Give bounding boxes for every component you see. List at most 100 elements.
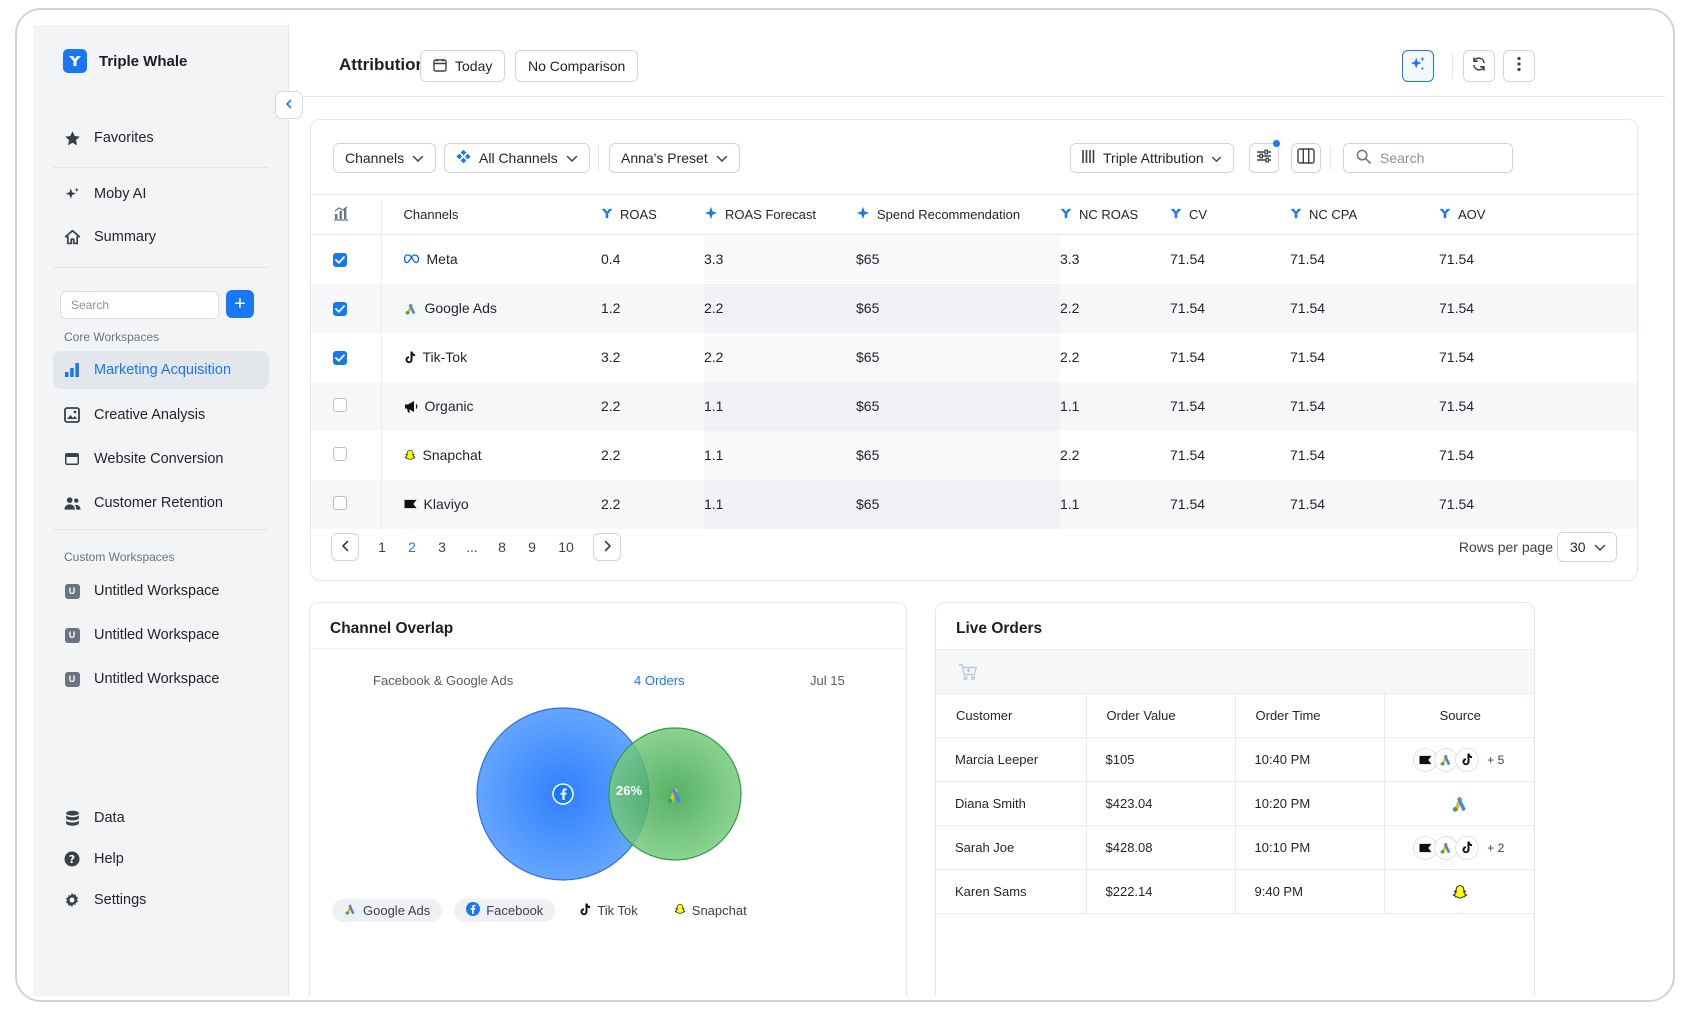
- column-header-roas[interactable]: ROAS: [601, 194, 704, 235]
- table-row[interactable]: Google Ads 1.2 2.2 $65 2.2 71.54 71.54 71.54: [311, 283, 1637, 333]
- row-checkbox[interactable]: [333, 302, 347, 316]
- table-row[interactable]: Organic 2.2 1.1 $65 1.1 71.54 71.54 71.54: [311, 381, 1637, 431]
- sidebar-search-input[interactable]: Search: [60, 291, 219, 319]
- column-header-roas-forecast[interactable]: ROAS Forecast: [704, 194, 856, 235]
- channel-cell[interactable]: Klaviyo: [381, 479, 601, 529]
- legend-item-snapchat[interactable]: Snapchat: [662, 899, 759, 922]
- add-workspace-button[interactable]: +: [226, 290, 254, 318]
- refresh-icon: [1471, 56, 1487, 77]
- channel-cell[interactable]: Tik-Tok: [381, 333, 601, 382]
- table-row[interactable]: Meta 0.4 3.3 $65 3.3 71.54 71.54 71.54: [311, 234, 1637, 284]
- column-header-customer[interactable]: Customer: [936, 693, 1087, 738]
- channel-name: Klaviyo: [423, 496, 469, 512]
- order-row[interactable]: Diana Smith $423.04 10:20 PM: [936, 781, 1534, 826]
- cart-icon[interactable]: [958, 663, 978, 686]
- customer-link[interactable]: Diana Smith: [936, 781, 1087, 826]
- table-row[interactable]: Klaviyo 2.2 1.1 $65 1.1 71.54 71.54 71.54: [311, 479, 1637, 529]
- column-header-spend-recommendation[interactable]: Spend Recommendation: [856, 194, 1060, 235]
- row-checkbox[interactable]: [333, 351, 347, 365]
- column-header-order-value[interactable]: Order Value: [1086, 693, 1236, 738]
- channels-dropdown[interactable]: Channels: [333, 143, 437, 173]
- preset-dropdown[interactable]: Anna's Preset: [609, 143, 740, 173]
- legend-item-google-ads[interactable]: Google Ads: [332, 899, 443, 922]
- dropdown-label: Anna's Preset: [621, 150, 708, 166]
- rows-per-page-select[interactable]: 30: [1557, 532, 1617, 562]
- sidebar-item-summary[interactable]: Summary: [53, 218, 269, 256]
- sidebar-item-customer-retention[interactable]: Customer Retention: [53, 484, 269, 522]
- attribution-table: Channels ROAS ROAS Forecast Spend Recomm…: [311, 194, 1637, 529]
- legend-item-facebook[interactable]: Facebook: [454, 899, 556, 922]
- table-row[interactable]: Snapchat 2.2 1.1 $65 2.2 71.54 71.54 71.54: [311, 430, 1637, 480]
- order-row[interactable]: Sarah Joe $428.08 10:10 PM + 2: [936, 825, 1534, 870]
- collapse-sidebar-button[interactable]: [275, 91, 303, 119]
- sidebar-item-marketing-acquisition[interactable]: Marketing Acquisition: [53, 351, 269, 389]
- date-picker-button[interactable]: Today: [420, 50, 506, 82]
- sidebar-item-untitled-workspace[interactable]: U Untitled Workspace: [53, 572, 269, 610]
- page-number[interactable]: 9: [528, 539, 536, 555]
- sidebar-item-creative-analysis[interactable]: Creative Analysis: [53, 396, 269, 434]
- overlap-orders-link[interactable]: 4 Orders: [634, 673, 685, 688]
- check-icon: [335, 354, 345, 362]
- moby-ai-button[interactable]: [1402, 50, 1434, 82]
- check-icon: [335, 305, 345, 313]
- all-channels-dropdown[interactable]: All Channels: [444, 143, 590, 173]
- attribution-model-dropdown[interactable]: Triple Attribution: [1070, 143, 1234, 173]
- nc-cpa-cell: 71.54: [1290, 479, 1439, 529]
- filters-button[interactable]: [1249, 140, 1280, 173]
- page-number[interactable]: 3: [438, 539, 446, 555]
- table-row[interactable]: Tik-Tok 3.2 2.2 $65 2.2 71.54 71.54 71.54: [311, 332, 1637, 382]
- column-header-nc-cpa[interactable]: NC CPA: [1290, 194, 1439, 235]
- sidebar-label: Untitled Workspace: [94, 671, 220, 687]
- comparison-button[interactable]: No Comparison: [515, 50, 639, 82]
- row-checkbox[interactable]: [333, 446, 347, 461]
- column-header-source[interactable]: Source: [1384, 693, 1534, 738]
- sidebar-item-moby[interactable]: Moby AI: [53, 175, 269, 213]
- row-checkbox[interactable]: [333, 495, 347, 510]
- channel-cell[interactable]: Snapchat: [381, 431, 601, 480]
- refresh-button[interactable]: [1463, 50, 1495, 82]
- order-row[interactable]: Marcia Leeper $105 10:40 PM + 5: [936, 737, 1534, 782]
- brand[interactable]: Triple Whale: [63, 49, 187, 73]
- prev-page-button[interactable]: [331, 533, 359, 561]
- column-header-aov[interactable]: AOV: [1439, 194, 1637, 235]
- sparkle-icon: [1409, 55, 1427, 78]
- page-number[interactable]: 10: [558, 539, 574, 555]
- column-header-nc-roas[interactable]: NC ROAS: [1060, 194, 1170, 235]
- divider: [1452, 53, 1453, 79]
- channel-cell[interactable]: Organic: [381, 381, 601, 431]
- more-options-button[interactable]: [1503, 50, 1535, 82]
- columns-button[interactable]: [1291, 143, 1321, 173]
- column-header-channels[interactable]: Channels: [381, 194, 601, 235]
- customer-link[interactable]: Marcia Leeper: [936, 737, 1087, 782]
- page-number[interactable]: 8: [498, 539, 506, 555]
- channel-cell[interactable]: Meta: [381, 235, 601, 284]
- page-number[interactable]: 1: [378, 539, 386, 555]
- sidebar-item-untitled-workspace[interactable]: U Untitled Workspace: [53, 660, 269, 698]
- sidebar-item-data[interactable]: Data: [53, 799, 269, 837]
- customer-link[interactable]: Sarah Joe: [936, 825, 1087, 870]
- channel-cell[interactable]: Google Ads: [381, 283, 601, 333]
- sidebar-item-settings[interactable]: Settings: [53, 881, 269, 919]
- tiktok-icon: [404, 351, 416, 364]
- column-header-order-time[interactable]: Order Time: [1235, 693, 1385, 738]
- sidebar-item-website-conversion[interactable]: Website Conversion: [53, 440, 269, 478]
- sidebar-item-favorites[interactable]: Favorites: [53, 119, 269, 157]
- sidebar-item-untitled-workspace[interactable]: U Untitled Workspace: [53, 616, 269, 654]
- google-ads-icon: [1434, 835, 1459, 860]
- legend-item-tiktok[interactable]: Tik Tok: [567, 899, 649, 922]
- roas-forecast-cell: 1.1: [704, 430, 856, 480]
- roas-forecast-cell: 2.2: [704, 332, 856, 382]
- sidebar-label: Settings: [94, 892, 147, 908]
- column-settings-header[interactable]: [311, 194, 382, 235]
- row-checkbox[interactable]: [333, 397, 347, 412]
- order-row[interactable]: Karen Sams $222.14 9:40 PM: [936, 869, 1534, 914]
- column-header-cv[interactable]: CV: [1170, 194, 1290, 235]
- table-search-input[interactable]: Search: [1343, 143, 1513, 173]
- next-page-button[interactable]: [593, 533, 621, 561]
- page-number-current[interactable]: 2: [408, 539, 416, 555]
- row-checkbox[interactable]: [333, 253, 347, 268]
- users-icon: [63, 494, 81, 512]
- card-title: Live Orders: [956, 620, 1043, 637]
- customer-link[interactable]: Karen Sams: [936, 869, 1087, 914]
- sidebar-item-help[interactable]: ? Help: [53, 840, 269, 878]
